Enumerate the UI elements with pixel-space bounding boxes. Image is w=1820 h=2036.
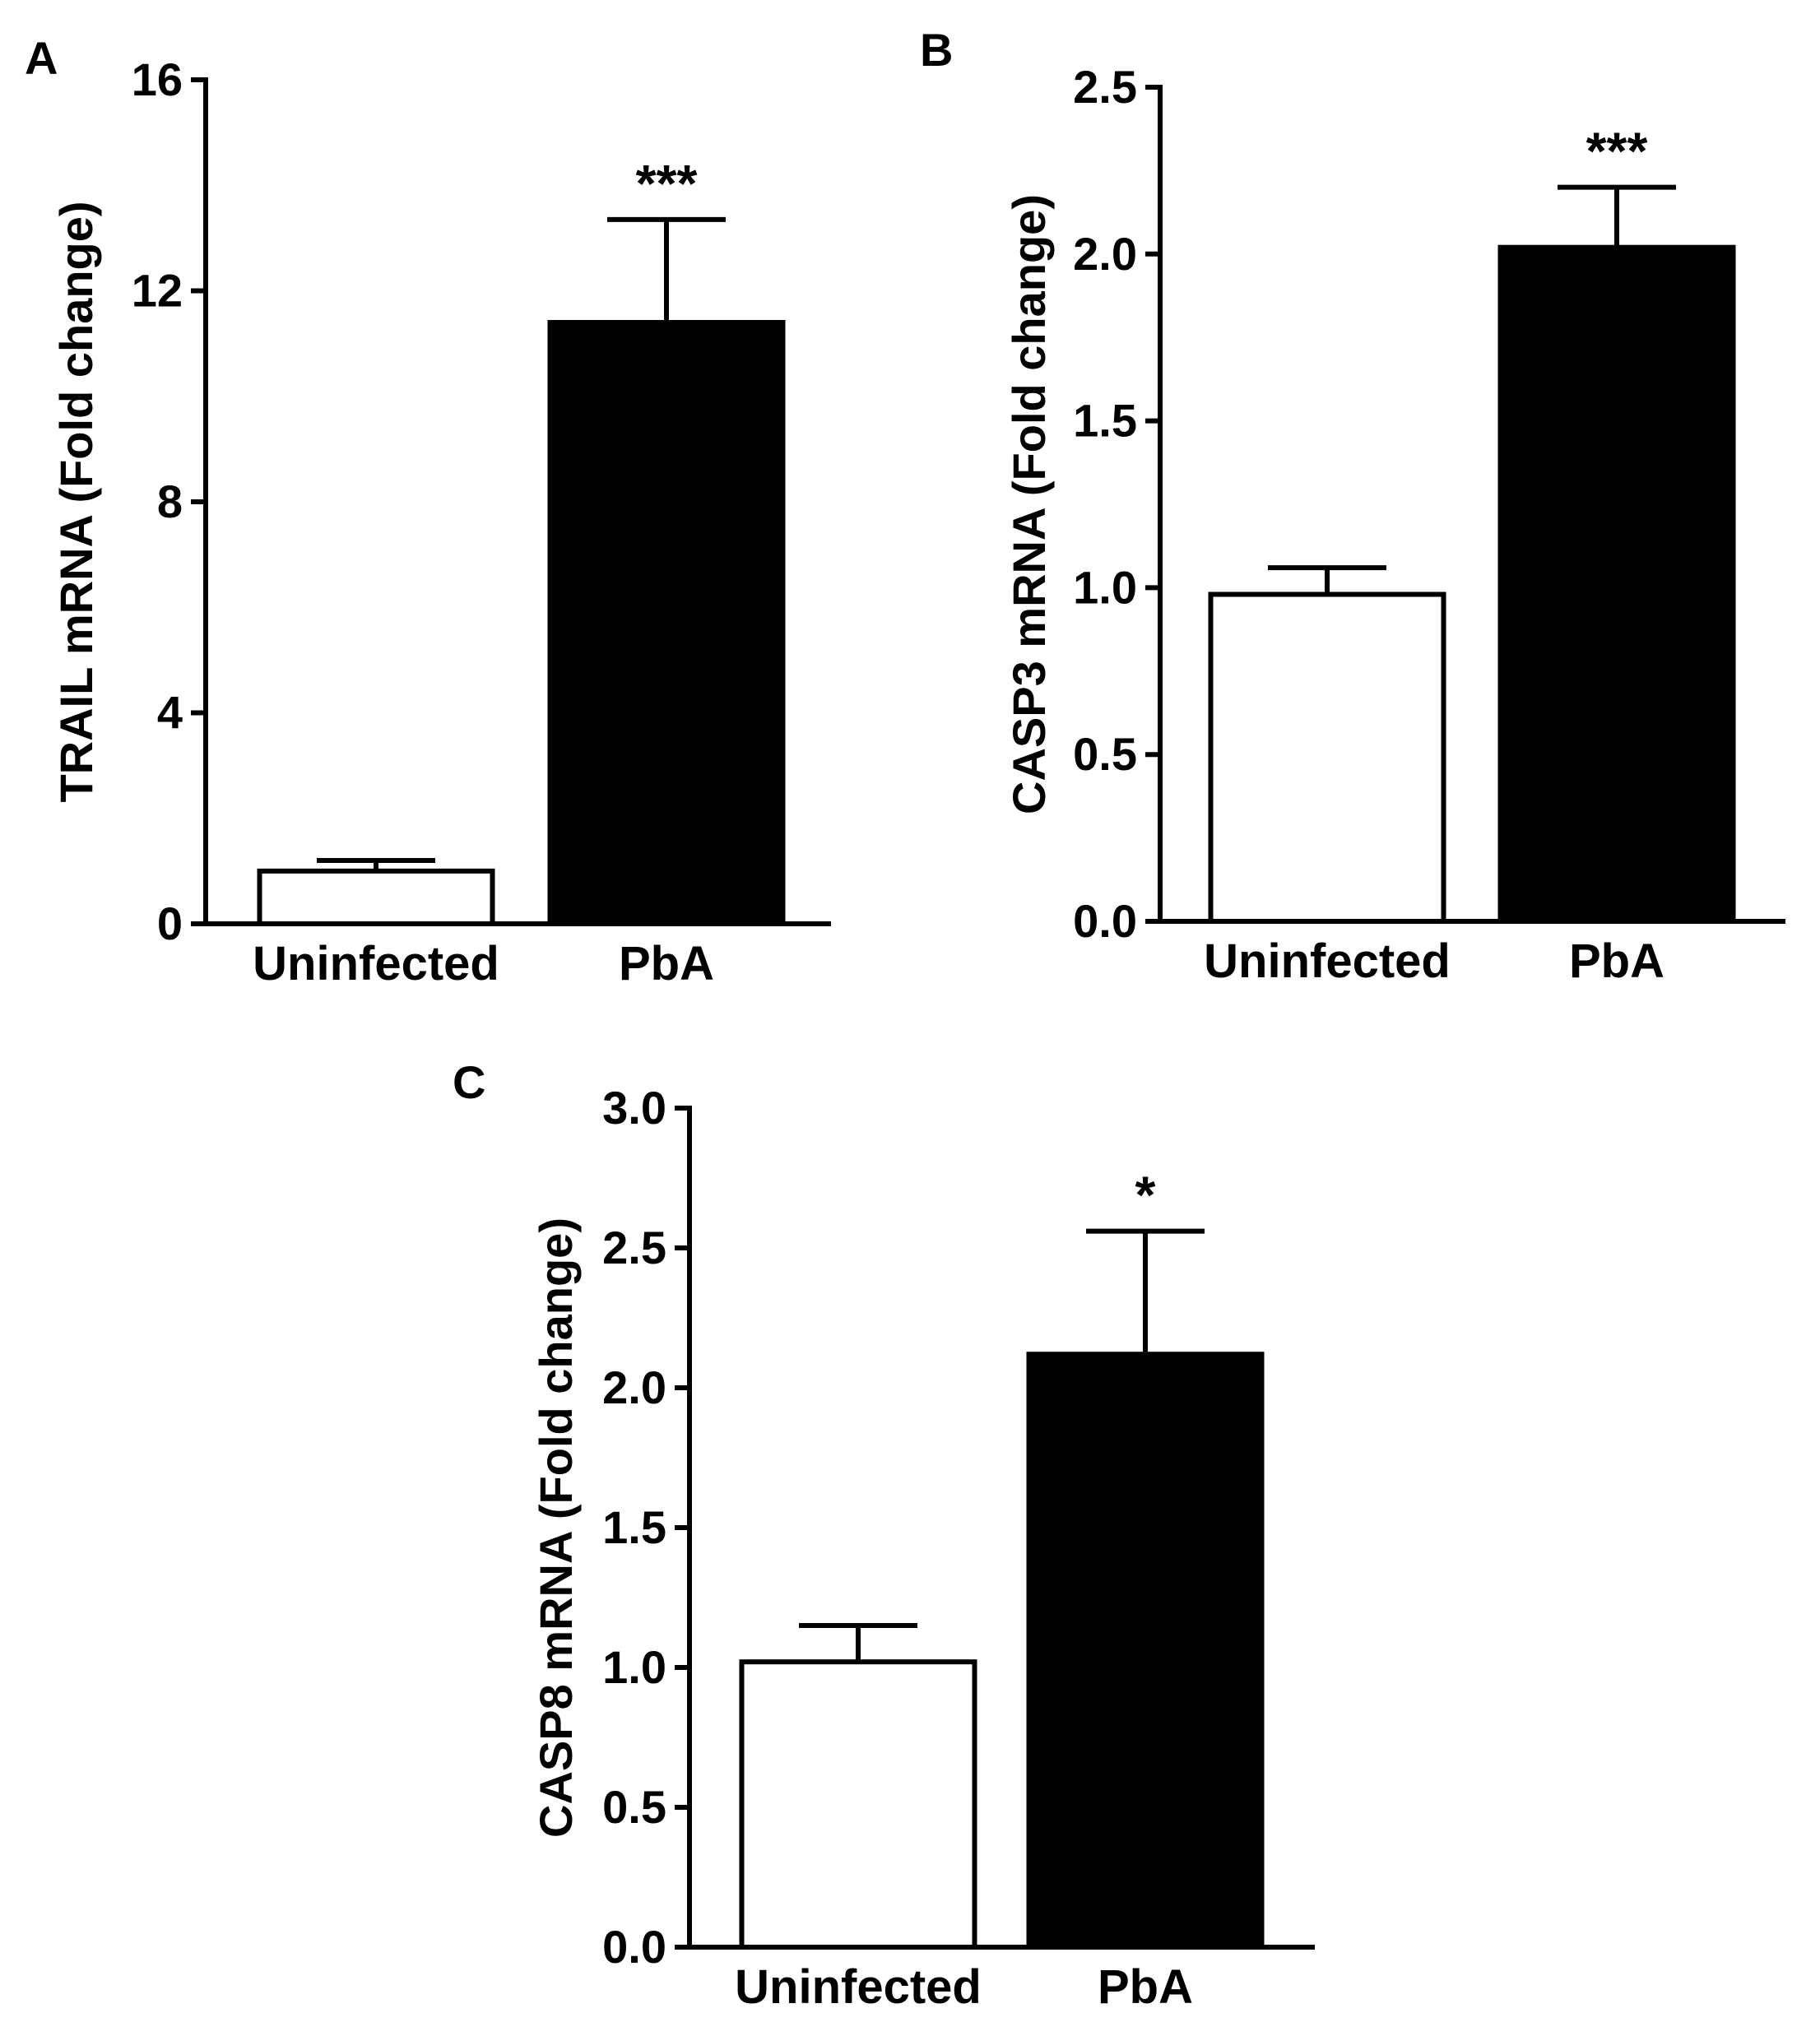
y-tick-label: 2.0 <box>1073 228 1137 280</box>
y-tick-label: 2.5 <box>1073 61 1137 113</box>
bar-uninfected <box>1208 591 1446 925</box>
y-axis-label: TRAIL mRNA (Fold change) <box>50 201 102 802</box>
y-tick-label: 1.5 <box>1073 395 1137 447</box>
y-tick-label: 1.0 <box>602 1641 666 1693</box>
y-tick-label: 0.0 <box>1073 895 1137 947</box>
y-tick-label: 8 <box>157 475 183 527</box>
x-tick-label: Uninfected <box>253 937 499 990</box>
panel-letter: C <box>453 1056 485 1108</box>
panel-a: A Uninfected *** PbA 0 4 8 12 16 TRAIL mRNA (Fold… <box>25 32 831 990</box>
panel-c: C Uninfected * PbA 0.0 0.5 1.0 1.5 2.0 2.5 3.0 CASP… <box>453 1056 1315 2014</box>
x-tick-label: PbA <box>619 937 714 990</box>
y-tick-label: 1.5 <box>602 1501 666 1553</box>
panel-b: B Uninfected *** PbA 0.0 0.5 1.0 1.5 2.0 2.5 CASP3… <box>920 24 1785 988</box>
y-tick-label: 1.0 <box>1073 561 1137 613</box>
y-tick-label: 0 <box>157 897 183 949</box>
y-tick-label: 2.0 <box>602 1361 666 1413</box>
x-tick-label: Uninfected <box>1204 935 1451 988</box>
bar-uninfected <box>739 1659 977 1950</box>
y-tick-label: 0.0 <box>602 1921 666 1973</box>
y-tick-label: 0.5 <box>1073 728 1137 780</box>
y-axis-label: CASP8 mRNA (Fold change) <box>530 1217 582 1838</box>
x-tick-label: PbA <box>1098 1960 1193 2014</box>
y-tick-label: 0.5 <box>602 1781 666 1833</box>
bar-pba <box>1026 1352 1265 1950</box>
y-tick-label: 3.0 <box>602 1082 666 1134</box>
y-tick-label: 16 <box>132 53 183 105</box>
x-tick-label: Uninfected <box>735 1960 982 2014</box>
x-tick-label: PbA <box>1569 935 1664 988</box>
significance-marker: * <box>1135 1166 1156 1225</box>
bar-uninfected <box>257 868 495 926</box>
significance-marker: *** <box>636 154 698 213</box>
y-axis-label: CASP3 mRNA (Fold change) <box>1003 194 1055 814</box>
y-tick-label: 4 <box>157 687 183 739</box>
bar-pba <box>547 319 786 927</box>
bar-pba <box>1497 244 1736 924</box>
significance-marker: *** <box>1586 122 1648 181</box>
y-tick-label: 12 <box>132 265 183 317</box>
panel-letter: A <box>25 32 58 84</box>
y-tick-label: 2.5 <box>602 1222 666 1273</box>
panel-letter: B <box>920 24 953 76</box>
